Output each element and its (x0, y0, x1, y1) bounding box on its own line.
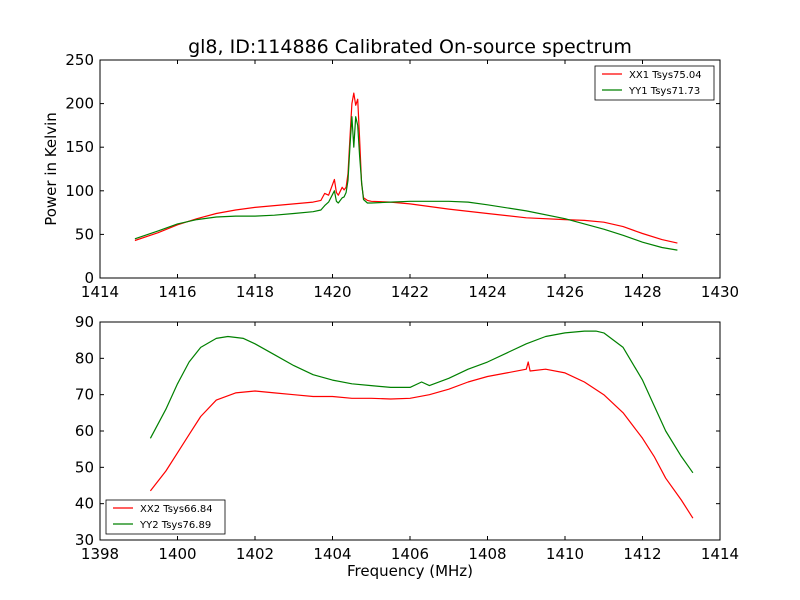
bottom-x-tick-label: 1404 (313, 545, 351, 563)
top-legend-label-1: XX1 Tsys75.04 (629, 70, 702, 81)
top-x-tick-label: 1424 (468, 283, 506, 301)
top-y-tick-label: 200 (65, 95, 94, 113)
top-legend-label-2: YY1 Tsys71.73 (628, 86, 700, 97)
bottom-y-tick-label: 90 (75, 313, 94, 331)
bottom-chart-panel: 1398 1400 1402 1404 1406 1408 1410 1412 1414 30 40… (75, 313, 739, 580)
bottom-x-axis-label: Frequency (MHz) (347, 562, 473, 580)
bottom-x-tick-label: 1410 (546, 545, 584, 563)
bottom-series-line-2 (149, 330, 694, 474)
bottom-y-tick-label: 80 (75, 349, 94, 367)
bottom-y-tick-label: 50 (75, 458, 94, 476)
top-legend-box (594, 65, 715, 101)
top-series-line-1 (134, 92, 678, 244)
bottom-legend: XX2 Tsys66.84 YY2 Tsys76.89 (105, 499, 226, 535)
top-x-tick-label: 1422 (391, 283, 429, 301)
top-y-tick-label: 250 (65, 51, 94, 69)
bottom-x-tick-label: 1400 (158, 545, 196, 563)
bottom-legend-box (105, 499, 226, 535)
top-series-line-2 (134, 116, 678, 251)
top-x-tick-label: 1420 (313, 283, 351, 301)
top-y-tick-label: 150 (65, 138, 94, 156)
top-y-tick-label: 0 (84, 269, 94, 287)
bottom-y-tick-label: 40 (75, 495, 94, 513)
bottom-x-tick-label: 1406 (391, 545, 429, 563)
bottom-x-tick-label: 1414 (701, 545, 739, 563)
bottom-y-tick-label: 30 (75, 531, 94, 549)
bottom-x-tick-label: 1398 (81, 545, 119, 563)
top-y-axis-label: Power in Kelvin (42, 112, 60, 226)
top-x-tick-label: 1418 (236, 283, 274, 301)
bottom-x-tick-label: 1412 (623, 545, 661, 563)
top-x-tick-label: 1430 (701, 283, 739, 301)
top-y-tick-label: 100 (65, 182, 94, 200)
top-x-tick-label: 1426 (546, 283, 584, 301)
bottom-y-tick-label: 60 (75, 422, 94, 440)
chart-title: gl8, ID:114886 Calibrated On-source spec… (188, 36, 632, 58)
bottom-x-tick-label: 1408 (468, 545, 506, 563)
bottom-legend-label-2: YY2 Tsys76.89 (139, 520, 211, 531)
bottom-legend-label-1: XX2 Tsys66.84 (140, 504, 213, 515)
bottom-series-line-1 (149, 361, 694, 519)
top-y-tick-label: 50 (75, 225, 94, 243)
top-x-tick-label: 1416 (158, 283, 196, 301)
top-x-tick-label: 1428 (623, 283, 661, 301)
top-legend: XX1 Tsys75.04 YY1 Tsys71.73 (594, 65, 715, 101)
top-chart-panel: 1414 1416 1418 1420 1422 1424 1426 1428 1430 0 50 1… (42, 51, 739, 301)
bottom-y-tick-label: 70 (75, 386, 94, 404)
bottom-x-tick-label: 1402 (236, 545, 274, 563)
top-x-tick-label: 1414 (81, 283, 119, 301)
